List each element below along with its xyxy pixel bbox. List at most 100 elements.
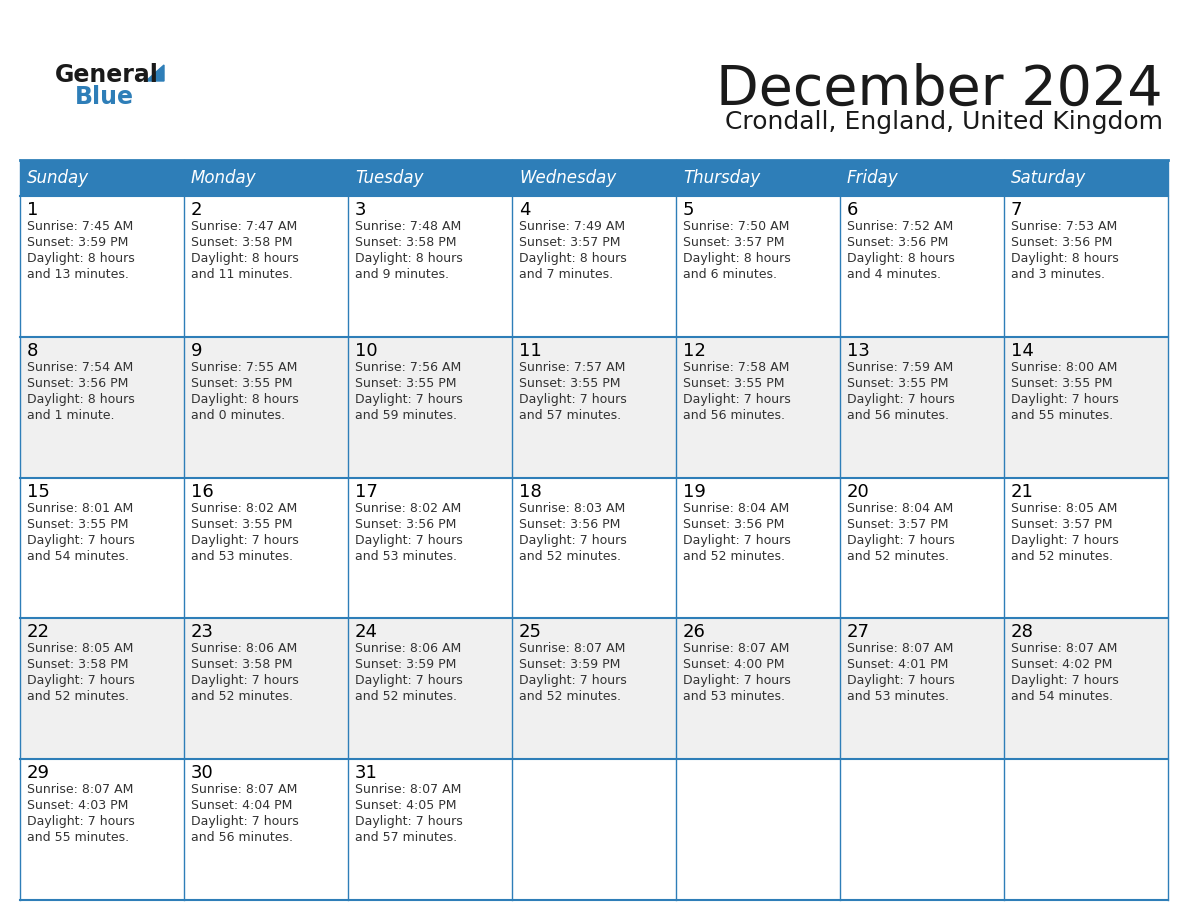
Bar xyxy=(20,477,184,619)
Text: Sunrise: 7:56 AM: Sunrise: 7:56 AM xyxy=(355,361,461,374)
Bar xyxy=(676,337,840,477)
Text: Sunset: 3:56 PM: Sunset: 3:56 PM xyxy=(683,518,784,531)
Text: 27: 27 xyxy=(847,623,870,642)
Text: 6: 6 xyxy=(847,201,859,219)
Text: Sunset: 4:04 PM: Sunset: 4:04 PM xyxy=(191,800,292,812)
Text: Sunset: 4:03 PM: Sunset: 4:03 PM xyxy=(27,800,128,812)
Text: Sunrise: 7:58 AM: Sunrise: 7:58 AM xyxy=(683,361,789,374)
Text: Daylight: 7 hours: Daylight: 7 hours xyxy=(355,533,463,546)
Text: Friday: Friday xyxy=(847,169,899,187)
Bar xyxy=(20,337,184,477)
Polygon shape xyxy=(146,65,164,81)
Bar xyxy=(512,619,676,759)
Text: Daylight: 7 hours: Daylight: 7 hours xyxy=(847,675,955,688)
Text: Sunset: 3:57 PM: Sunset: 3:57 PM xyxy=(847,518,948,531)
Text: and 9 minutes.: and 9 minutes. xyxy=(355,268,449,281)
Bar xyxy=(1004,196,1168,337)
Text: Daylight: 8 hours: Daylight: 8 hours xyxy=(1011,252,1119,265)
Text: Daylight: 7 hours: Daylight: 7 hours xyxy=(191,675,298,688)
Text: 29: 29 xyxy=(27,764,50,782)
Text: Blue: Blue xyxy=(75,85,134,109)
Text: and 6 minutes.: and 6 minutes. xyxy=(683,268,777,281)
Text: and 59 minutes.: and 59 minutes. xyxy=(355,409,457,421)
Text: Sunset: 3:58 PM: Sunset: 3:58 PM xyxy=(191,658,292,671)
Text: and 11 minutes.: and 11 minutes. xyxy=(191,268,293,281)
Bar xyxy=(512,759,676,900)
Text: and 53 minutes.: and 53 minutes. xyxy=(683,690,785,703)
Text: and 3 minutes.: and 3 minutes. xyxy=(1011,268,1105,281)
Text: Sunset: 3:57 PM: Sunset: 3:57 PM xyxy=(683,236,784,249)
Text: Sunrise: 8:04 AM: Sunrise: 8:04 AM xyxy=(683,501,789,515)
Text: and 53 minutes.: and 53 minutes. xyxy=(191,550,293,563)
Bar xyxy=(184,196,348,337)
Text: Sunrise: 7:53 AM: Sunrise: 7:53 AM xyxy=(1011,220,1117,233)
Bar xyxy=(676,196,840,337)
Text: Daylight: 7 hours: Daylight: 7 hours xyxy=(191,533,298,546)
Text: Saturday: Saturday xyxy=(1011,169,1086,187)
Text: Sunrise: 8:06 AM: Sunrise: 8:06 AM xyxy=(191,643,297,655)
Text: Thursday: Thursday xyxy=(683,169,760,187)
Text: Daylight: 7 hours: Daylight: 7 hours xyxy=(519,393,627,406)
Text: 12: 12 xyxy=(683,341,706,360)
Text: Sunrise: 7:54 AM: Sunrise: 7:54 AM xyxy=(27,361,133,374)
Text: Daylight: 7 hours: Daylight: 7 hours xyxy=(519,675,627,688)
Text: Sunset: 3:57 PM: Sunset: 3:57 PM xyxy=(1011,518,1112,531)
Text: Sunrise: 8:07 AM: Sunrise: 8:07 AM xyxy=(847,643,954,655)
Text: Sunset: 3:56 PM: Sunset: 3:56 PM xyxy=(355,518,456,531)
Bar xyxy=(1004,619,1168,759)
Text: 30: 30 xyxy=(191,764,214,782)
Text: Daylight: 8 hours: Daylight: 8 hours xyxy=(847,252,955,265)
Text: and 54 minutes.: and 54 minutes. xyxy=(1011,690,1113,703)
Bar xyxy=(20,160,1168,196)
Text: 18: 18 xyxy=(519,483,542,500)
Text: 28: 28 xyxy=(1011,623,1034,642)
Text: 16: 16 xyxy=(191,483,214,500)
Text: and 53 minutes.: and 53 minutes. xyxy=(355,550,457,563)
Text: Sunset: 3:58 PM: Sunset: 3:58 PM xyxy=(355,236,456,249)
Text: Sunrise: 8:07 AM: Sunrise: 8:07 AM xyxy=(355,783,461,796)
Text: 22: 22 xyxy=(27,623,50,642)
Text: Sunset: 3:56 PM: Sunset: 3:56 PM xyxy=(27,376,128,390)
Text: Wednesday: Wednesday xyxy=(519,169,617,187)
Text: and 1 minute.: and 1 minute. xyxy=(27,409,114,421)
Text: Sunset: 3:59 PM: Sunset: 3:59 PM xyxy=(519,658,620,671)
Text: Daylight: 7 hours: Daylight: 7 hours xyxy=(1011,533,1119,546)
Text: Daylight: 7 hours: Daylight: 7 hours xyxy=(847,393,955,406)
Text: and 13 minutes.: and 13 minutes. xyxy=(27,268,128,281)
Bar xyxy=(184,337,348,477)
Text: Sunset: 4:00 PM: Sunset: 4:00 PM xyxy=(683,658,784,671)
Text: Monday: Monday xyxy=(191,169,257,187)
Text: Daylight: 8 hours: Daylight: 8 hours xyxy=(683,252,791,265)
Bar xyxy=(512,477,676,619)
Bar xyxy=(348,477,512,619)
Text: 1: 1 xyxy=(27,201,38,219)
Bar xyxy=(676,619,840,759)
Text: Sunrise: 8:01 AM: Sunrise: 8:01 AM xyxy=(27,501,133,515)
Text: Daylight: 7 hours: Daylight: 7 hours xyxy=(683,675,791,688)
Text: 15: 15 xyxy=(27,483,50,500)
Text: Sunset: 3:58 PM: Sunset: 3:58 PM xyxy=(27,658,128,671)
Bar xyxy=(676,477,840,619)
Bar xyxy=(348,337,512,477)
Text: and 52 minutes.: and 52 minutes. xyxy=(683,550,785,563)
Text: Sunrise: 8:05 AM: Sunrise: 8:05 AM xyxy=(27,643,133,655)
Text: Sunset: 3:59 PM: Sunset: 3:59 PM xyxy=(355,658,456,671)
Text: Daylight: 7 hours: Daylight: 7 hours xyxy=(355,815,463,828)
Text: Sunrise: 8:04 AM: Sunrise: 8:04 AM xyxy=(847,501,953,515)
Text: 25: 25 xyxy=(519,623,542,642)
Text: Sunday: Sunday xyxy=(27,169,89,187)
Text: and 4 minutes.: and 4 minutes. xyxy=(847,268,941,281)
Text: and 56 minutes.: and 56 minutes. xyxy=(683,409,785,421)
Bar xyxy=(840,759,1004,900)
Text: Daylight: 7 hours: Daylight: 7 hours xyxy=(1011,675,1119,688)
Bar xyxy=(840,477,1004,619)
Text: 9: 9 xyxy=(191,341,202,360)
Text: and 0 minutes.: and 0 minutes. xyxy=(191,409,285,421)
Text: and 57 minutes.: and 57 minutes. xyxy=(355,831,457,845)
Bar xyxy=(512,337,676,477)
Text: Sunrise: 7:55 AM: Sunrise: 7:55 AM xyxy=(191,361,297,374)
Bar xyxy=(20,759,184,900)
Text: Sunset: 3:55 PM: Sunset: 3:55 PM xyxy=(847,376,948,390)
Text: Sunset: 3:55 PM: Sunset: 3:55 PM xyxy=(27,518,128,531)
Text: December 2024: December 2024 xyxy=(716,63,1163,117)
